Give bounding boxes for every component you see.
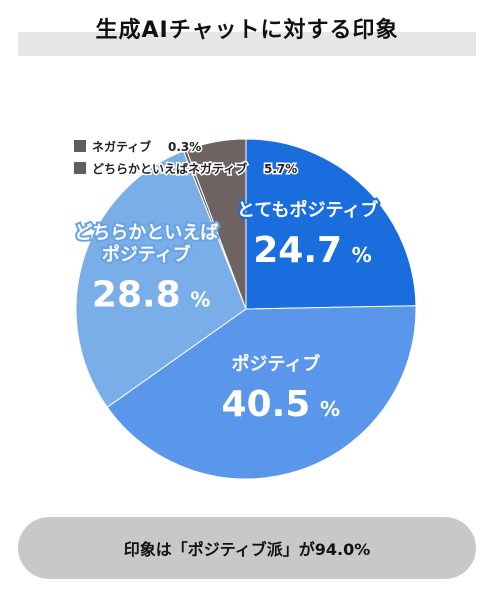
pie-slices [75, 138, 417, 480]
slice-label-1-0: ポジティブ [231, 353, 320, 375]
chart-title: 生成AIチャットに対する印象 [95, 18, 399, 43]
slice-label-0-0: とてもポジティブ [237, 199, 378, 221]
legend-label-0: ネガティブ [92, 139, 151, 154]
slice-unit-1: % [320, 397, 340, 421]
slice-unit-2: % [190, 287, 210, 311]
legend-value-0: 0.3% [168, 140, 201, 154]
summary-banner: 印象は「ポジティブ派」が94.0% [18, 517, 476, 579]
slice-value-0: 24.7 [253, 230, 342, 271]
summary-text: 印象は「ポジティブ派」が94.0% [123, 540, 371, 559]
slice-value-1: 40.5 [222, 384, 311, 425]
pie-slice-2 [75, 150, 247, 408]
slice-unit-0: % [352, 243, 372, 267]
legend-label-1: どちらかといえばネガティブ [92, 161, 247, 176]
legend: ネガティブ 0.3% どちらかといえばネガティブ 5.7% [74, 138, 299, 178]
legend-value-1: 5.7% [264, 162, 297, 176]
pie-slice-1 [106, 305, 417, 480]
legend-swatch-1 [74, 162, 86, 174]
title-band [18, 32, 476, 56]
slice-label-2-1: ポジティブ [102, 243, 191, 265]
slice-label-2-0: どちらかといえば [74, 222, 218, 243]
slice-value-2: 28.8 [92, 274, 181, 315]
legend-swatch-0 [74, 140, 86, 152]
pie-slice-4 [185, 138, 247, 310]
pie-slice-0 [245, 138, 417, 310]
